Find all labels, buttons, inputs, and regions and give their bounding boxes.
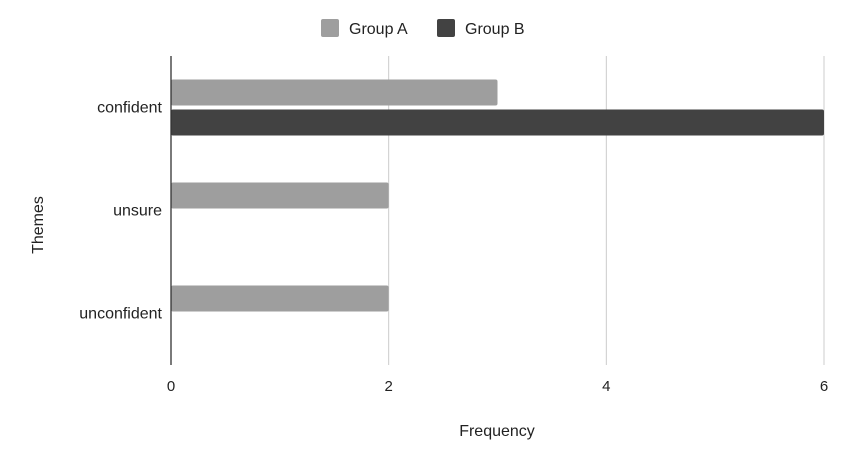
bar-unconfident-group-a bbox=[171, 285, 389, 312]
legend-swatch-group-b bbox=[437, 19, 455, 37]
legend-label-group-a: Group A bbox=[349, 21, 408, 38]
x-tick-label: 6 bbox=[820, 378, 828, 395]
x-tick-label: 2 bbox=[384, 378, 392, 395]
bar-confident-group-a bbox=[171, 79, 498, 106]
x-tick-label: 4 bbox=[602, 378, 610, 395]
bars bbox=[171, 79, 824, 312]
legend-label-group-b: Group B bbox=[465, 21, 525, 38]
legend: Group A Group B bbox=[321, 19, 525, 38]
category-label: unsure bbox=[113, 203, 162, 220]
x-axis-title: Frequency bbox=[459, 423, 535, 440]
gridlines bbox=[388, 56, 825, 365]
legend-swatch-group-a bbox=[321, 19, 339, 37]
x-tick-labels: 0 2 4 6 bbox=[167, 378, 828, 395]
bar-confident-group-b bbox=[171, 109, 824, 136]
y-axis-title: Themes bbox=[30, 196, 47, 254]
category-labels: confident unsure unconfident bbox=[79, 100, 162, 323]
x-tick-label: 0 bbox=[167, 378, 175, 395]
category-label: unconfident bbox=[79, 306, 162, 323]
category-label: confident bbox=[97, 100, 162, 117]
bar-unsure-group-a bbox=[171, 182, 389, 209]
